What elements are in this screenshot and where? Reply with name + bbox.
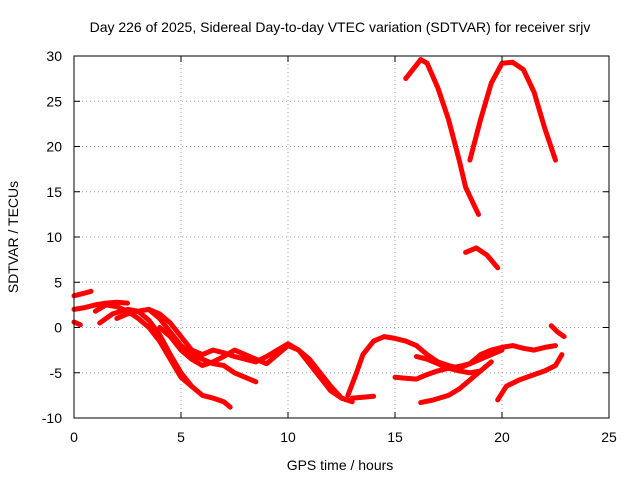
series-line-arc-7 [146,306,351,403]
axis-ticks: 0 5 10 15 20 25 -10 -5 0 5 10 15 20 25 30 [42,48,617,445]
series-line-arc-18 [463,245,501,271]
y-tick-label: 0 [54,320,62,336]
series-line-arc-10 [349,393,377,401]
chart-title: Day 226 of 2025, Sidereal Day-to-day VTE… [90,19,591,35]
x-tick-label: 5 [177,429,185,445]
y-tick-label: -10 [42,410,62,426]
y-tick-label: -5 [50,365,63,381]
series-line-arc-1 [71,288,94,299]
series-line-arc-3 [71,319,83,328]
y-tick-label: 30 [46,48,62,64]
series-line-arc-5 [92,302,195,389]
x-tick-label: 20 [494,429,510,445]
y-tick-label: 25 [46,93,62,109]
x-axis-label: GPS time / hours [287,457,394,473]
x-tick-label: 15 [387,429,403,445]
grid-lines [74,56,609,418]
x-tick-label: 25 [601,429,617,445]
y-tick-label: 15 [46,184,62,200]
series-line-arc-17 [467,59,558,163]
series-line-arc-16 [403,57,481,217]
series-line-arc-14 [495,352,565,403]
data-series-group [71,57,567,410]
series-line-arc-6 [114,306,259,385]
y-axis-label: SDTVAR / TECUs [5,181,21,293]
series-line-arc-2 [71,299,130,312]
x-tick-label: 0 [70,429,78,445]
x-tick-label: 10 [280,429,296,445]
series-line-arc-13 [418,359,494,406]
series-line-arc-12 [413,354,484,376]
y-tick-label: 10 [46,229,62,245]
y-tick-label: 20 [46,139,62,155]
series-line-arc-15 [548,323,567,340]
series-line-arc-8 [157,325,355,405]
y-tick-label: 5 [54,274,62,290]
